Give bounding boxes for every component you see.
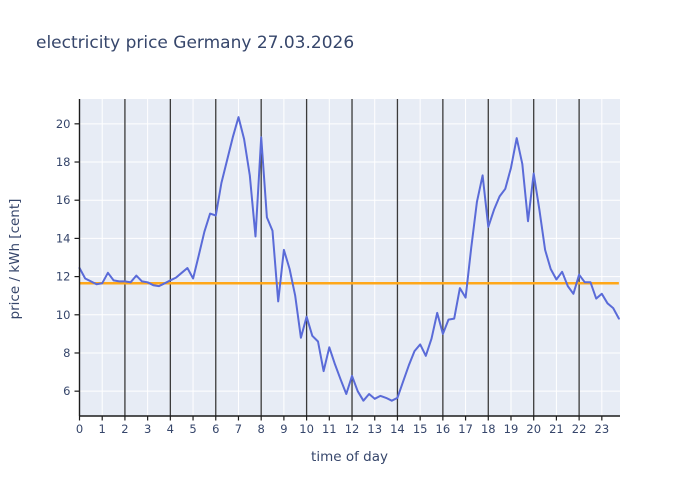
x-tick-label: 9 [280, 422, 287, 436]
y-axis-label: price / kWh [cent] [7, 198, 23, 320]
x-tick-label: 8 [258, 422, 265, 436]
x-tick-label: 19 [504, 422, 519, 436]
x-tick-label: 7 [235, 422, 242, 436]
x-tick-label: 10 [299, 422, 314, 436]
y-tick-label: 14 [56, 231, 71, 245]
price-line [78, 116, 620, 402]
y-tick-label: 12 [56, 270, 71, 284]
x-tick-label: 22 [572, 422, 587, 436]
x-tick-label: 2 [121, 422, 128, 436]
x-tick-label: 12 [345, 422, 360, 436]
x-tick-label: 14 [390, 422, 405, 436]
y-tick-label: 16 [56, 193, 71, 207]
x-tick-label: 1 [99, 422, 106, 436]
x-axis-label: time of day [311, 449, 388, 465]
x-tick-label: 23 [595, 422, 610, 436]
x-tick-label: 18 [481, 422, 496, 436]
chart-title: electricity price Germany 27.03.2026 [36, 33, 355, 53]
x-tick-label: 3 [144, 422, 151, 436]
x-tick-label: 6 [212, 422, 219, 436]
y-tick-label: 6 [63, 384, 70, 398]
y-tick-label: 10 [56, 308, 71, 322]
x-tick-label: 4 [167, 422, 174, 436]
x-tick-label: 16 [436, 422, 451, 436]
y-tick-label: 20 [56, 117, 71, 131]
x-tick-label: 13 [367, 422, 382, 436]
y-tick-label: 8 [63, 346, 70, 360]
x-tick-label: 11 [322, 422, 337, 436]
x-tick-label: 17 [458, 422, 473, 436]
x-tick-label: 20 [526, 422, 541, 436]
x-tick-label: 5 [189, 422, 196, 436]
plot-background [79, 99, 620, 416]
x-tick-label: 21 [549, 422, 564, 436]
x-tick-label: 15 [413, 422, 428, 436]
y-tick-label: 18 [56, 155, 71, 169]
x-tick-label: 0 [76, 422, 83, 436]
